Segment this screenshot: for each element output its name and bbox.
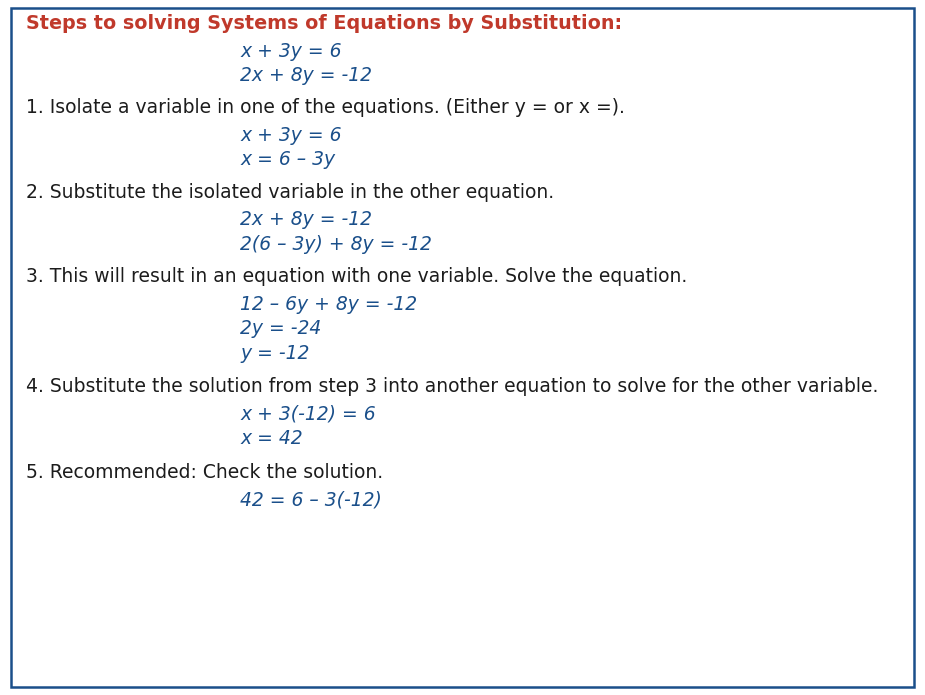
FancyBboxPatch shape	[11, 8, 914, 687]
Text: Steps to solving Systems of Equations by Substitution:: Steps to solving Systems of Equations by…	[26, 15, 622, 33]
Text: x + 3(-12) = 6: x + 3(-12) = 6	[240, 405, 376, 424]
Text: 2x + 8y = -12: 2x + 8y = -12	[240, 211, 373, 229]
Text: 2(6 – 3y) + 8y = -12: 2(6 – 3y) + 8y = -12	[240, 235, 432, 254]
Text: x + 3y = 6: x + 3y = 6	[240, 126, 342, 145]
Text: 5. Recommended: Check the solution.: 5. Recommended: Check the solution.	[26, 463, 383, 482]
Text: 4. Substitute the solution from step 3 into another equation to solve for the ot: 4. Substitute the solution from step 3 i…	[26, 377, 878, 396]
Text: x = 6 – 3y: x = 6 – 3y	[240, 150, 336, 169]
Text: 1. Isolate a variable in one of the equations. (Either y = or x =).: 1. Isolate a variable in one of the equa…	[26, 98, 624, 117]
Text: y = -12: y = -12	[240, 344, 310, 363]
Text: 3. This will result in an equation with one variable. Solve the equation.: 3. This will result in an equation with …	[26, 268, 687, 286]
Text: x = 42: x = 42	[240, 430, 303, 448]
Text: 42 = 6 – 3(-12): 42 = 6 – 3(-12)	[240, 491, 382, 509]
Text: 2. Substitute the isolated variable in the other equation.: 2. Substitute the isolated variable in t…	[26, 183, 554, 202]
Text: 2x + 8y = -12: 2x + 8y = -12	[240, 66, 373, 85]
Text: x + 3y = 6: x + 3y = 6	[240, 42, 342, 61]
Text: 12 – 6y + 8y = -12: 12 – 6y + 8y = -12	[240, 295, 417, 314]
Text: 2y = -24: 2y = -24	[240, 320, 322, 338]
